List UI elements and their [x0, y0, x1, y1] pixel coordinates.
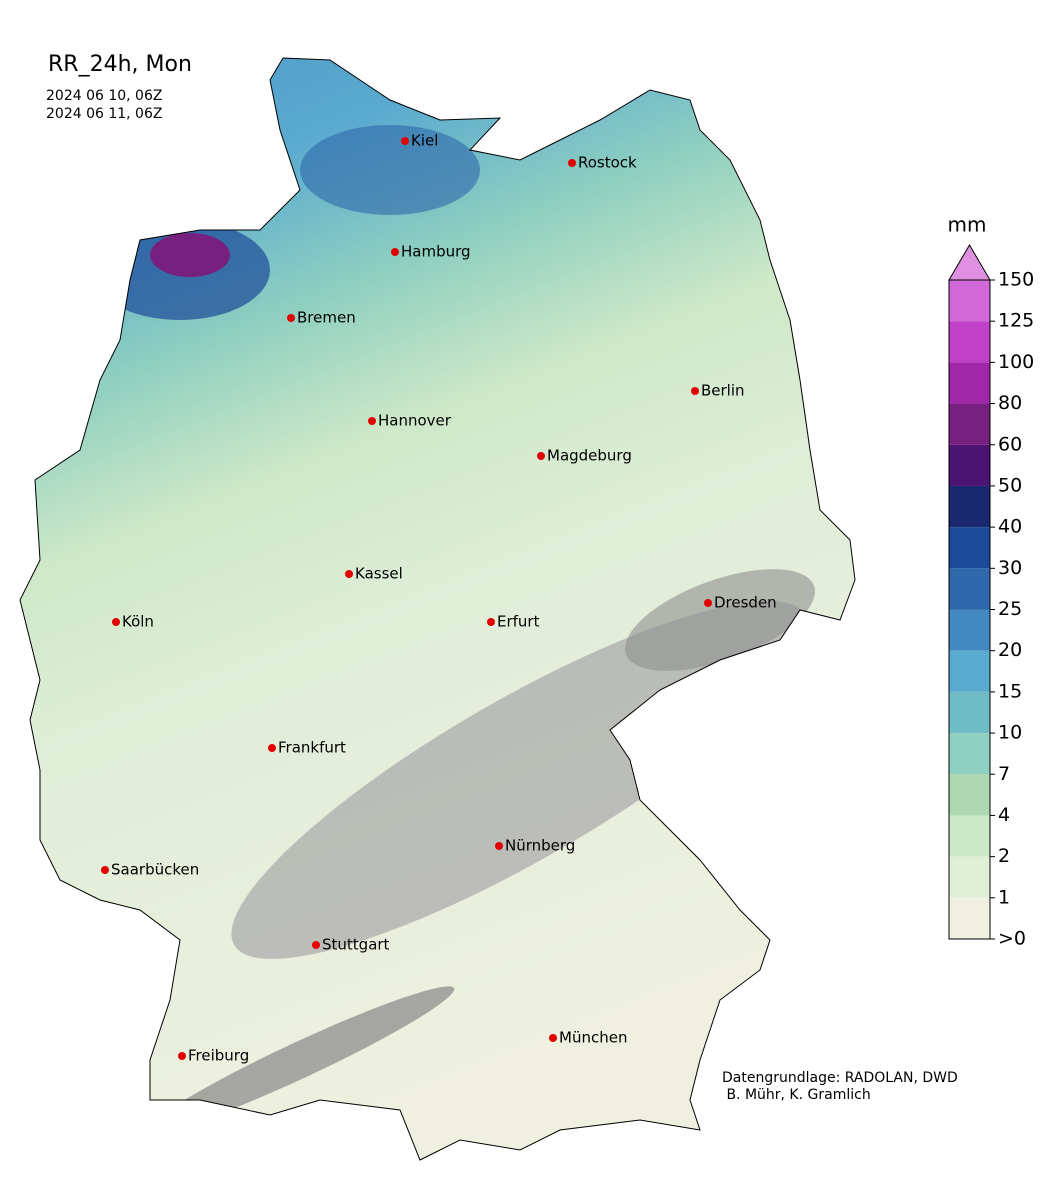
city-dot: [568, 159, 576, 167]
city-label: Stuttgart: [322, 936, 390, 954]
city-dot: [287, 314, 295, 322]
colorbar-segment: [949, 280, 990, 322]
colorbar-tick-label: 7: [998, 763, 1010, 785]
city-label: Bremen: [297, 309, 356, 327]
colorbar-segment: [949, 485, 990, 528]
colorbar-tick-label: 4: [998, 804, 1010, 826]
colorbar-segment: [949, 733, 990, 775]
colorbar-extend: [948, 244, 991, 281]
city-label: Freiburg: [188, 1047, 249, 1065]
colorbar-tick-label: 2: [998, 845, 1010, 867]
colorbar-segment: [949, 444, 990, 486]
colorbar-tick-label: 30: [998, 557, 1022, 579]
city-label: Magdeburg: [547, 447, 632, 465]
colorbar-segment: [949, 403, 990, 445]
colorbar-tick-label: 15: [998, 680, 1022, 702]
credit: B. Mühr, K. Gramlich: [722, 1087, 871, 1103]
colorbar-segment: [949, 527, 990, 569]
colorbar-tick-label: 50: [998, 474, 1022, 496]
date-end: 2024 06 11, 06Z: [46, 106, 162, 122]
city-dot: [401, 137, 409, 145]
colorbar-tick-label: 80: [998, 392, 1022, 414]
city-dot: [495, 842, 503, 850]
colorbar-unit: mm: [948, 213, 987, 237]
colorbar-tick-label: 100: [998, 351, 1034, 373]
city-dot: [487, 618, 495, 626]
colorbar-segment: [949, 691, 990, 734]
city-dot: [368, 417, 376, 425]
city-dot: [345, 570, 353, 578]
colorbar-tick-label: 20: [998, 639, 1022, 661]
city-label: München: [559, 1029, 627, 1047]
city-label: Rostock: [578, 154, 637, 172]
colorbar-tick-label: 125: [998, 310, 1034, 332]
colorbar-tick-label: 40: [998, 516, 1022, 538]
colorbar-tick-label: 1: [998, 886, 1010, 908]
city-dot: [312, 941, 320, 949]
colorbar-segment: [949, 774, 990, 816]
city-label: Kiel: [411, 132, 438, 150]
city-dot: [101, 866, 109, 874]
colorbar-segment: [949, 650, 990, 692]
city-dot: [691, 387, 699, 395]
date-start: 2024 06 10, 06Z: [46, 88, 162, 104]
colorbar-segment: [949, 321, 990, 363]
colorbar-tick-label: 150: [998, 269, 1034, 291]
city-label: Dresden: [714, 594, 777, 612]
colorbar-segment: [949, 897, 990, 939]
city-label: Kassel: [355, 565, 403, 583]
city-label: Hamburg: [401, 243, 471, 261]
city-label: Berlin: [701, 382, 745, 400]
city-label: Hannover: [378, 412, 452, 430]
city-label: Saarbücken: [111, 861, 199, 879]
city-dot: [537, 452, 545, 460]
credit: Datengrundlage: RADOLAN, DWD: [722, 1070, 958, 1086]
city-label: Erfurt: [497, 613, 540, 631]
colorbar-segment: [949, 568, 990, 610]
city-dot: [549, 1034, 557, 1042]
colorbar-segment: [949, 856, 990, 898]
precip-field: [20, 58, 855, 1160]
city-dot: [178, 1052, 186, 1060]
colorbar-segment: [949, 609, 990, 651]
city-dot: [268, 744, 276, 752]
colorbar-segment: [949, 815, 990, 857]
colorbar-segment: [949, 362, 990, 404]
city-label: Frankfurt: [278, 739, 346, 757]
colorbar-tick-label: 10: [998, 722, 1022, 744]
map-title: RR_24h, Mon: [48, 52, 192, 77]
city-label: Köln: [122, 613, 154, 631]
city-label: Nürnberg: [505, 837, 575, 855]
city-dot: [704, 599, 712, 607]
city-dot: [112, 618, 120, 626]
colorbar-tick-label: 60: [998, 433, 1022, 455]
colorbar-tick-label: >0: [998, 928, 1026, 950]
city-dot: [391, 248, 399, 256]
colorbar-tick-label: 25: [998, 598, 1022, 620]
